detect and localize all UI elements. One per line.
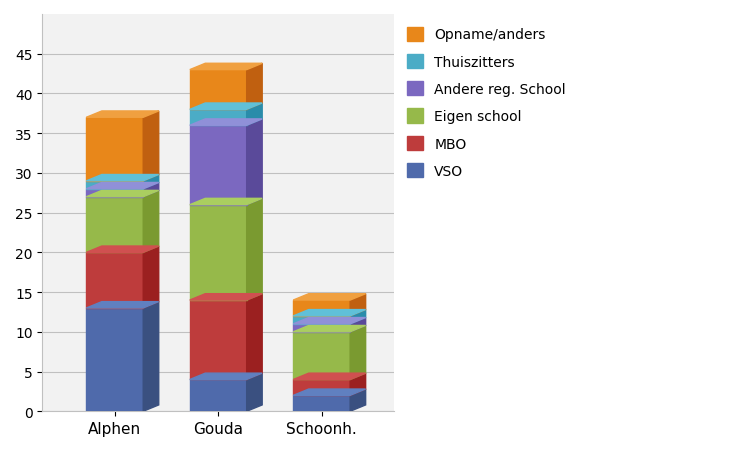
Bar	[190, 70, 247, 110]
Polygon shape	[190, 120, 262, 126]
Polygon shape	[293, 373, 365, 380]
Bar	[190, 126, 247, 205]
Bar	[190, 205, 247, 300]
Polygon shape	[247, 104, 262, 126]
Polygon shape	[247, 120, 262, 205]
Polygon shape	[86, 246, 159, 253]
Polygon shape	[293, 318, 365, 324]
Polygon shape	[86, 175, 159, 181]
Polygon shape	[247, 199, 262, 300]
Polygon shape	[190, 104, 262, 110]
Polygon shape	[293, 389, 365, 396]
Polygon shape	[86, 302, 159, 308]
Polygon shape	[350, 373, 365, 396]
Polygon shape	[293, 326, 365, 332]
Polygon shape	[190, 64, 262, 70]
Bar	[293, 396, 350, 411]
Bar	[86, 308, 143, 411]
Polygon shape	[143, 302, 159, 411]
Polygon shape	[350, 326, 365, 380]
Polygon shape	[86, 191, 159, 197]
Bar	[86, 181, 143, 189]
Polygon shape	[293, 310, 365, 316]
Polygon shape	[190, 373, 262, 380]
Polygon shape	[143, 175, 159, 189]
Bar	[86, 253, 143, 308]
Polygon shape	[350, 294, 365, 316]
Polygon shape	[247, 373, 262, 411]
Bar	[293, 380, 350, 396]
Bar	[86, 197, 143, 253]
Bar	[190, 110, 247, 126]
Bar	[190, 300, 247, 380]
Polygon shape	[350, 318, 365, 332]
Polygon shape	[190, 199, 262, 205]
Polygon shape	[247, 64, 262, 110]
Polygon shape	[350, 389, 365, 411]
Bar	[293, 324, 350, 332]
Polygon shape	[143, 246, 159, 308]
Bar	[293, 300, 350, 316]
Polygon shape	[190, 294, 262, 300]
Polygon shape	[86, 183, 159, 189]
Polygon shape	[247, 294, 262, 380]
Legend: Opname/anders, Thuiszitters, Andere reg. School, Eigen school, MBO, VSO: Opname/anders, Thuiszitters, Andere reg.…	[401, 22, 572, 184]
Bar	[86, 118, 143, 181]
Polygon shape	[143, 183, 159, 197]
Bar	[190, 380, 247, 411]
Polygon shape	[350, 310, 365, 324]
Polygon shape	[143, 191, 159, 253]
Bar	[293, 316, 350, 324]
Bar	[86, 189, 143, 197]
Polygon shape	[143, 112, 159, 181]
Bar	[293, 332, 350, 380]
Polygon shape	[293, 294, 365, 300]
Polygon shape	[86, 112, 159, 118]
